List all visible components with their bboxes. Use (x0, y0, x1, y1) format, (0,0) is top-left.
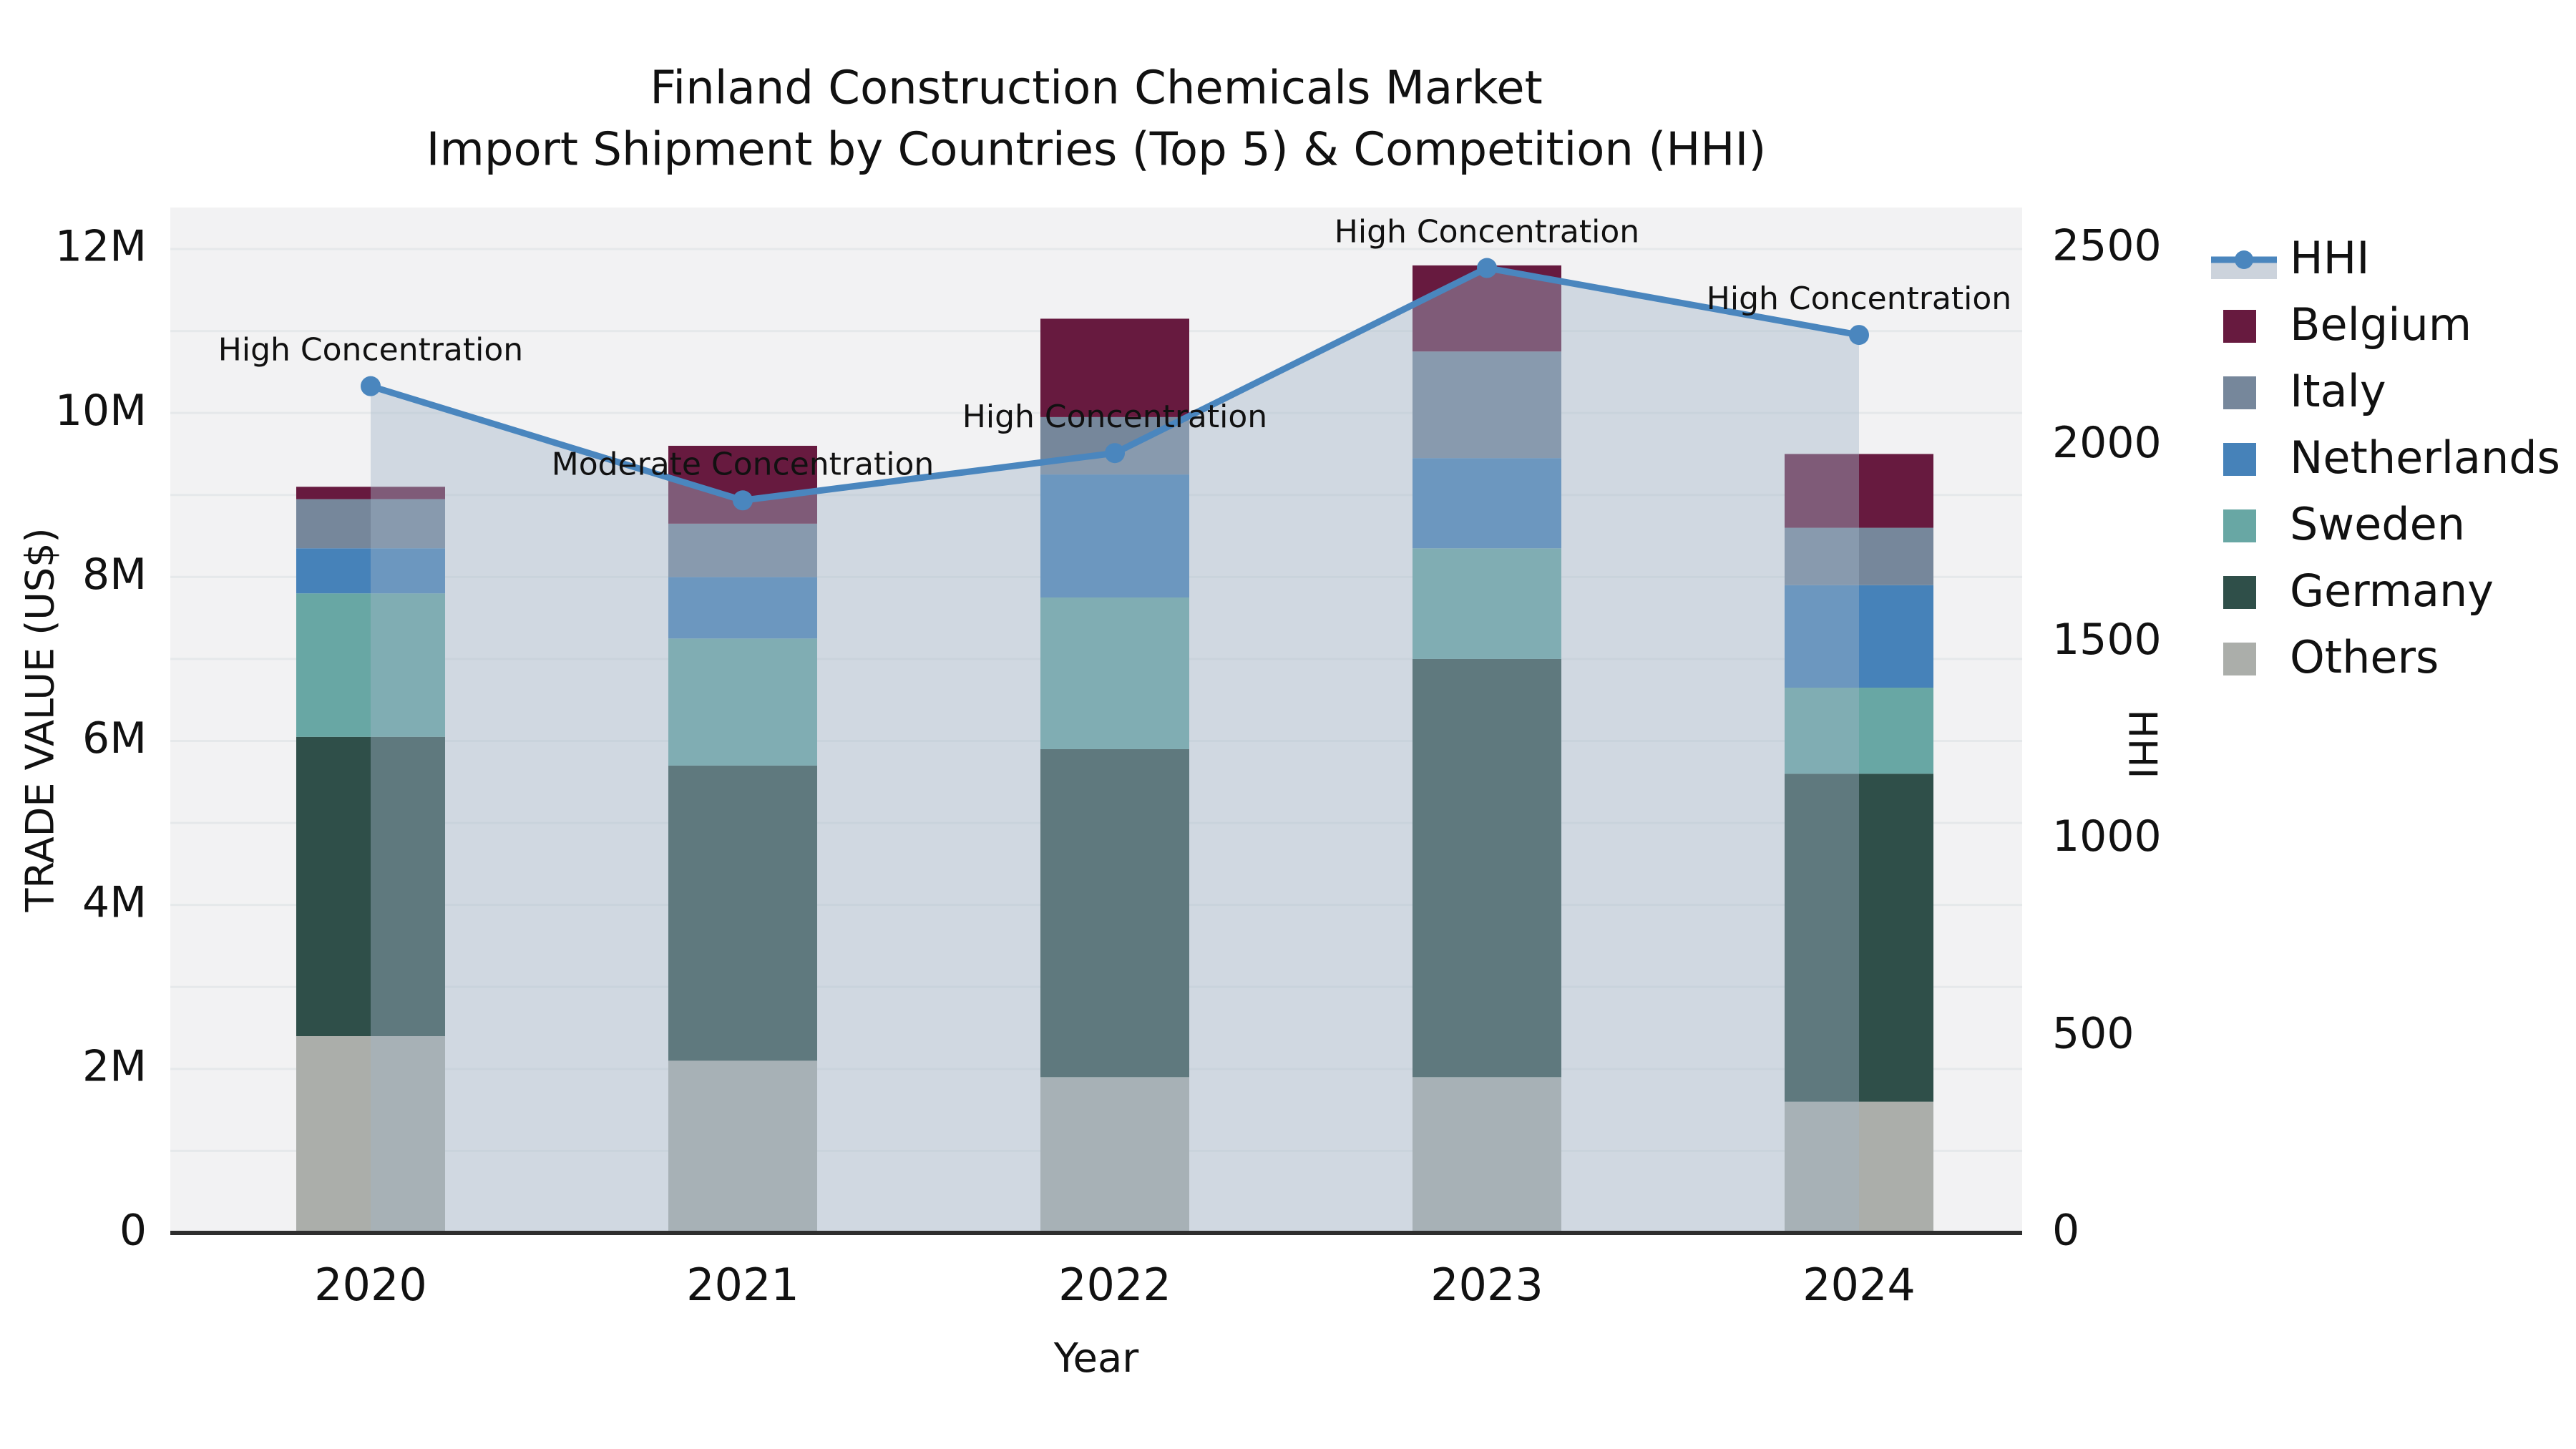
x-tick-2020[interactable]: 2020 (314, 1259, 427, 1311)
legend-swatch-germany (2223, 576, 2256, 609)
hhi-point-2023[interactable] (1477, 258, 1497, 278)
y-right-tick-0: 0 (2052, 1206, 2079, 1256)
bar-segment-others-2020[interactable] (296, 1036, 445, 1233)
y-left-tick-4M: 4M (82, 877, 147, 927)
y-left-tick-0: 0 (119, 1206, 147, 1256)
x-axis-label: Year (1053, 1335, 1140, 1382)
annotation-2020: High Concentration (218, 332, 523, 369)
legend-item-germany[interactable]: Germany (2223, 565, 2494, 617)
y-right-tick-2500: 2500 (2052, 221, 2162, 271)
bar-segment-germany-2023[interactable] (1413, 658, 1561, 1078)
hhi-point-2021[interactable] (733, 490, 753, 511)
bar-segment-netherlands-2024[interactable] (1785, 585, 1933, 688)
legend-hhi-marker-icon (2235, 250, 2253, 269)
legend-swatch-sweden (2223, 509, 2256, 542)
legend-item-belgium[interactable]: Belgium (2223, 298, 2472, 351)
bar-segment-italy-2023[interactable] (1413, 351, 1561, 459)
legend-label-germany: Germany (2290, 565, 2494, 617)
y-axis-label-right: HHI (2119, 709, 2165, 779)
legend-label-belgium: Belgium (2290, 298, 2472, 351)
annotation-2021: Moderate Concentration (552, 446, 935, 482)
chart-title-line2: Import Shipment by Countries (Top 5) & C… (426, 124, 1767, 177)
annotation-2024: High Concentration (1707, 280, 2011, 317)
x-tick-2024[interactable]: 2024 (1802, 1259, 1916, 1311)
hhi-point-2024[interactable] (1849, 325, 1869, 346)
bar-segment-sweden-2023[interactable] (1413, 548, 1561, 659)
y-left-tick-2M: 2M (82, 1041, 147, 1091)
annotation-2022: High Concentration (962, 399, 1267, 435)
legend-label-sweden: Sweden (2290, 498, 2465, 550)
y-axis-label-left: TRADE VALUE (US$) (18, 527, 63, 912)
bar-segment-others-2023[interactable] (1413, 1077, 1561, 1233)
bar-segment-netherlands-2020[interactable] (296, 548, 445, 594)
bar-segment-netherlands-2023[interactable] (1413, 458, 1561, 549)
legend-swatch-belgium (2223, 310, 2256, 343)
legend-label-netherlands: Netherlands (2290, 431, 2560, 484)
legend-label-italy: Italy (2290, 365, 2386, 417)
legend-label-others: Others (2290, 631, 2439, 683)
y-left-tick-6M: 6M (82, 713, 147, 763)
legend-swatch-netherlands (2223, 443, 2256, 476)
legend-item-hhi[interactable]: HHI (2211, 232, 2370, 284)
y-left-tick-12M: 12M (55, 222, 147, 272)
bar-segment-belgium-2020[interactable] (296, 487, 445, 499)
bar-segment-germany-2021[interactable] (668, 765, 817, 1061)
annotation-2023: High Concentration (1335, 214, 1639, 250)
y-right-tick-500: 500 (2052, 1008, 2135, 1058)
chart-title-line1: Finland Construction Chemicals Market (650, 62, 1543, 115)
bar-segment-belgium-2024[interactable] (1785, 454, 1933, 528)
y-right-tick-1000: 1000 (2052, 811, 2162, 862)
y-right-tick-2000: 2000 (2052, 418, 2162, 468)
bar-segment-italy-2024[interactable] (1785, 527, 1933, 585)
bar-segment-netherlands-2022[interactable] (1040, 474, 1189, 597)
x-tick-2022[interactable]: 2022 (1058, 1259, 1171, 1311)
bar-segment-italy-2021[interactable] (668, 523, 817, 577)
bar-segment-others-2024[interactable] (1785, 1101, 1933, 1233)
bar-segment-germany-2022[interactable] (1040, 748, 1189, 1078)
hhi-point-2022[interactable] (1105, 443, 1125, 464)
plot-area: High Concentration Moderate Concentration… (55, 208, 2162, 1311)
legend-item-others[interactable]: Others (2223, 631, 2439, 683)
x-tick-2023[interactable]: 2023 (1430, 1259, 1543, 1311)
bar-segment-belgium-2022[interactable] (1040, 318, 1189, 417)
legend-label-hhi: HHI (2290, 232, 2370, 284)
bar-segment-others-2021[interactable] (668, 1060, 817, 1233)
legend-item-italy[interactable]: Italy (2223, 365, 2386, 417)
bar-segment-netherlands-2021[interactable] (668, 577, 817, 639)
bar-segment-germany-2024[interactable] (1785, 774, 1933, 1102)
bar-segment-sweden-2024[interactable] (1785, 688, 1933, 774)
bar-segment-sweden-2022[interactable] (1040, 597, 1189, 749)
x-tick-2021[interactable]: 2021 (686, 1259, 799, 1311)
legend-item-sweden[interactable]: Sweden (2223, 498, 2465, 550)
legend-swatch-others (2223, 643, 2256, 675)
bar-segment-germany-2020[interactable] (296, 736, 445, 1036)
y-left-tick-8M: 8M (82, 550, 147, 600)
bar-segment-others-2022[interactable] (1040, 1077, 1189, 1233)
legend-swatch-italy (2223, 376, 2256, 409)
y-left-tick-10M: 10M (55, 386, 147, 436)
hhi-point-2020[interactable] (361, 376, 381, 396)
y-right-tick-1500: 1500 (2052, 615, 2162, 665)
legend: HHI Belgium Italy Netherlands Sweden Germany O… (2211, 232, 2560, 683)
legend-item-netherlands[interactable]: Netherlands (2223, 431, 2560, 484)
bar-segment-sweden-2020[interactable] (296, 593, 445, 737)
bar-segment-italy-2020[interactable] (296, 499, 445, 549)
bar-segment-sweden-2021[interactable] (668, 638, 817, 766)
